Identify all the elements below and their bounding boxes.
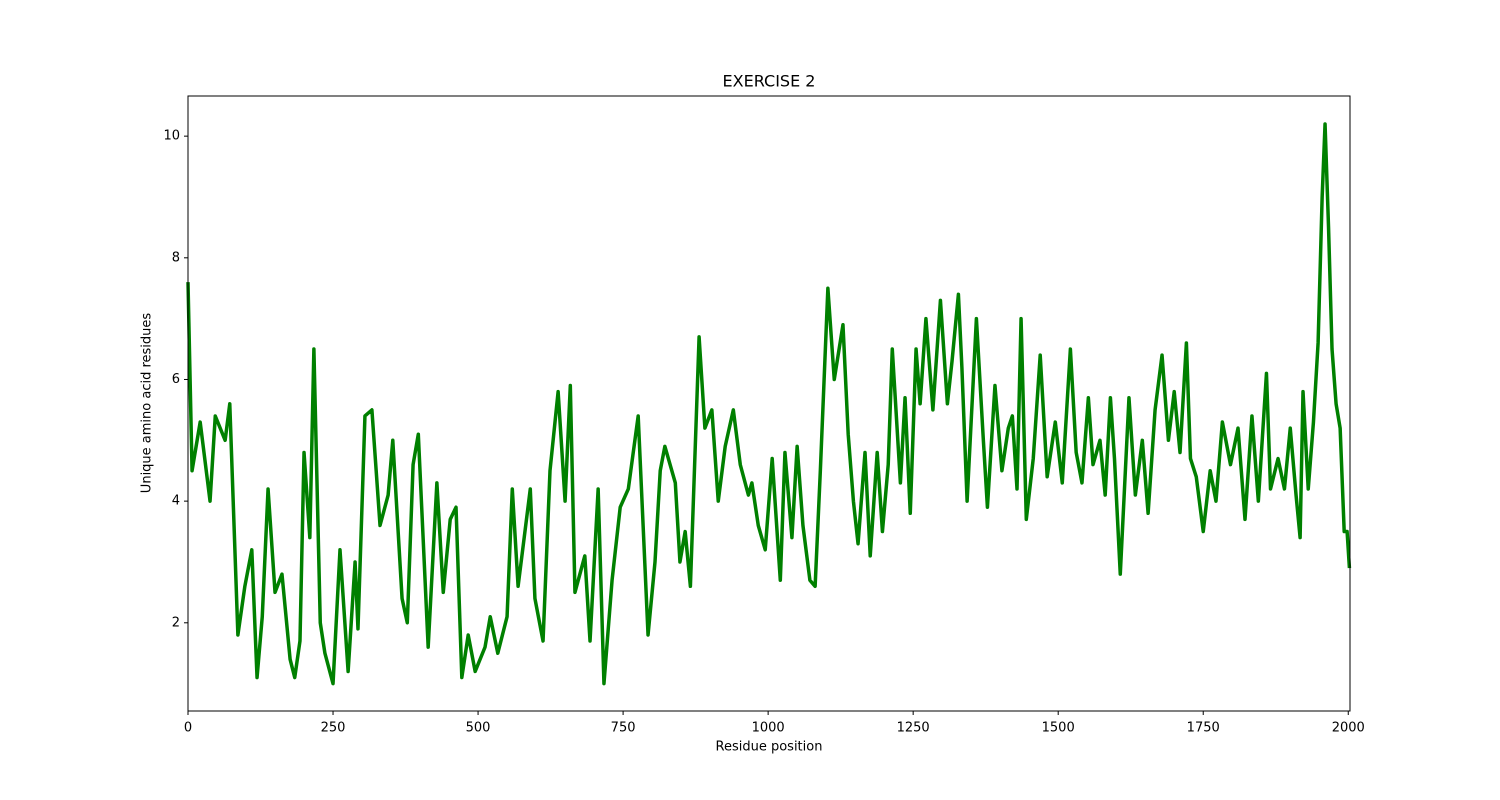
x-tick-label: 0 xyxy=(184,721,192,736)
x-tick-label: 1250 xyxy=(897,721,930,736)
x-tick-label: 750 xyxy=(611,721,636,736)
y-tick-label: 8 xyxy=(172,250,180,265)
x-tick-label: 500 xyxy=(466,721,491,736)
x-tick-label: 1500 xyxy=(1042,721,1075,736)
y-tick-label: 4 xyxy=(172,494,180,509)
y-tick-label: 6 xyxy=(172,372,180,387)
y-tick-label: 10 xyxy=(163,129,180,144)
y-tick-label: 2 xyxy=(172,615,180,630)
x-tick-label: 1750 xyxy=(1187,721,1220,736)
x-tick-label: 1000 xyxy=(752,721,785,736)
x-tick-label: 2000 xyxy=(1332,721,1365,736)
plot-frame xyxy=(187,95,1351,712)
x-axis-label: Residue position xyxy=(716,740,823,755)
data-line xyxy=(186,122,1352,686)
chart-title: EXERCISE 2 xyxy=(723,72,816,91)
y-axis-label: Unique amino acid residues xyxy=(140,313,155,494)
x-tick-label: 250 xyxy=(321,721,346,736)
